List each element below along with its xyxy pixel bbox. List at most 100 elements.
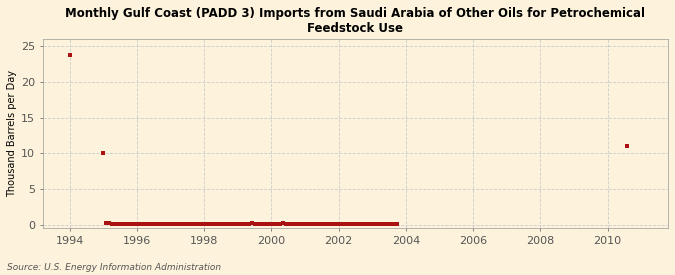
Point — [258, 222, 269, 226]
Point — [297, 222, 308, 226]
Point — [148, 222, 159, 226]
Point — [101, 221, 111, 225]
Point — [319, 222, 330, 226]
Title: Monthly Gulf Coast (PADD 3) Imports from Saudi Arabia of Other Oils for Petroche: Monthly Gulf Coast (PADD 3) Imports from… — [65, 7, 645, 35]
Point — [193, 222, 204, 226]
Point — [224, 222, 235, 226]
Point — [336, 222, 347, 226]
Point — [331, 222, 342, 226]
Point — [221, 222, 232, 226]
Point — [389, 222, 400, 226]
Point — [378, 222, 389, 226]
Point — [367, 222, 378, 226]
Point — [190, 222, 201, 226]
Point — [207, 222, 218, 226]
Point — [154, 222, 165, 226]
Point — [137, 222, 148, 226]
Point — [266, 222, 277, 226]
Point — [342, 222, 352, 226]
Point — [317, 222, 327, 226]
Point — [344, 222, 355, 226]
Y-axis label: Thousand Barrels per Day: Thousand Barrels per Day — [7, 70, 17, 197]
Point — [121, 222, 132, 226]
Point — [165, 222, 176, 226]
Point — [210, 222, 221, 226]
Point — [168, 222, 179, 226]
Point — [361, 222, 372, 226]
Point — [277, 221, 288, 226]
Point — [314, 222, 325, 226]
Point — [392, 222, 403, 226]
Point — [171, 222, 182, 226]
Point — [123, 222, 134, 226]
Point — [375, 222, 386, 226]
Point — [157, 222, 167, 226]
Point — [142, 222, 153, 226]
Point — [275, 222, 286, 226]
Point — [188, 222, 198, 226]
Point — [238, 222, 249, 226]
Point — [364, 222, 375, 226]
Point — [213, 222, 223, 226]
Point — [286, 222, 296, 226]
Point — [369, 222, 380, 226]
Point — [294, 222, 304, 226]
Point — [163, 222, 173, 226]
Point — [109, 222, 120, 226]
Point — [288, 222, 299, 226]
Point — [199, 222, 210, 226]
Point — [129, 222, 140, 226]
Point — [180, 222, 190, 226]
Point — [386, 222, 397, 226]
Point — [151, 222, 162, 226]
Point — [126, 222, 136, 226]
Point — [140, 222, 151, 226]
Point — [205, 222, 215, 226]
Point — [230, 222, 240, 226]
Point — [322, 222, 333, 226]
Point — [325, 222, 335, 226]
Point — [235, 222, 246, 226]
Point — [173, 222, 184, 226]
Point — [132, 222, 142, 226]
Point — [381, 222, 392, 226]
Point — [159, 222, 170, 226]
Point — [252, 222, 263, 226]
Point — [291, 222, 302, 226]
Point — [249, 222, 260, 226]
Point — [383, 222, 394, 226]
Point — [350, 222, 361, 226]
Point — [283, 222, 294, 226]
Point — [117, 222, 128, 226]
Point — [333, 222, 344, 226]
Point — [115, 222, 126, 226]
Point — [310, 222, 321, 226]
Point — [104, 221, 115, 225]
Point — [348, 222, 358, 226]
Point — [373, 222, 383, 226]
Point — [202, 222, 213, 226]
Point — [98, 151, 109, 156]
Point — [622, 144, 632, 148]
Point — [263, 222, 274, 226]
Point — [215, 222, 226, 226]
Point — [255, 222, 266, 226]
Point — [232, 222, 243, 226]
Point — [64, 53, 75, 57]
Text: Source: U.S. Energy Information Administration: Source: U.S. Energy Information Administ… — [7, 263, 221, 272]
Point — [308, 222, 319, 226]
Point — [280, 222, 291, 226]
Point — [241, 222, 252, 226]
Point — [327, 222, 338, 226]
Point — [227, 222, 238, 226]
Point — [196, 222, 207, 226]
Point — [339, 222, 350, 226]
Point — [107, 222, 117, 226]
Point — [269, 222, 279, 226]
Point — [246, 221, 257, 225]
Point — [244, 222, 254, 226]
Point — [218, 222, 229, 226]
Point — [300, 222, 310, 226]
Point — [272, 222, 283, 226]
Point — [134, 222, 145, 226]
